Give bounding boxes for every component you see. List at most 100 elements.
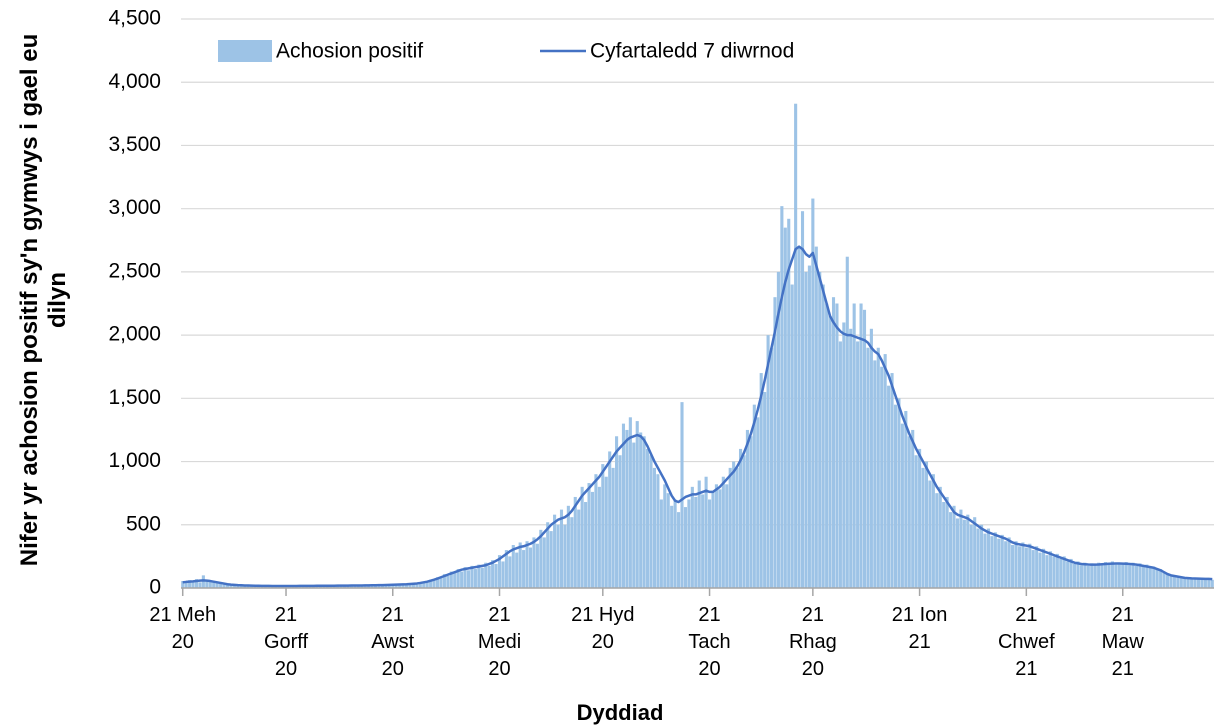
- bar: [425, 582, 429, 588]
- bar: [518, 542, 522, 588]
- bar: [1110, 561, 1114, 588]
- bar: [673, 499, 677, 588]
- bar: [394, 584, 398, 588]
- bar: [229, 584, 233, 588]
- x-tick-label: 21 Chwef 21: [997, 604, 1055, 680]
- bar: [415, 582, 419, 588]
- bar: [773, 297, 777, 588]
- bar: [477, 564, 481, 588]
- bar: [584, 502, 588, 588]
- bar: [1117, 562, 1121, 588]
- bar: [1196, 579, 1201, 588]
- bar: [1083, 562, 1087, 588]
- bar: [587, 483, 591, 588]
- bar: [363, 585, 367, 588]
- bar: [914, 455, 918, 588]
- bar: [856, 341, 860, 588]
- bar: [549, 531, 553, 588]
- bar: [949, 512, 953, 588]
- bar: [491, 560, 495, 588]
- bar: [208, 581, 212, 588]
- y-tick-label: 2,000: [108, 323, 161, 346]
- bar: [666, 493, 670, 588]
- bar: [938, 486, 942, 588]
- bar: [198, 582, 202, 588]
- bar: [1086, 565, 1090, 588]
- bar: [480, 567, 484, 588]
- bar: [1062, 556, 1066, 588]
- bar: [818, 271, 822, 588]
- bar: [611, 467, 615, 588]
- bar: [181, 581, 185, 588]
- bar: [1007, 537, 1011, 588]
- bar: [1148, 567, 1152, 588]
- bar: [1107, 564, 1111, 588]
- bar: [780, 206, 784, 589]
- bar: [721, 476, 725, 588]
- bar: [683, 507, 687, 588]
- x-tick-label: 21 Rhag 20: [788, 604, 837, 680]
- bar: [794, 103, 798, 589]
- bar: [900, 423, 904, 588]
- bar: [577, 509, 581, 588]
- bar: [690, 486, 694, 588]
- bar: [1059, 558, 1063, 588]
- bar: [845, 256, 849, 588]
- bar: [442, 574, 446, 588]
- bar: [1042, 548, 1046, 588]
- bar: [184, 582, 188, 588]
- bar: [225, 584, 230, 588]
- bar: [601, 464, 605, 588]
- bar: [336, 586, 340, 588]
- bar: [1128, 565, 1132, 588]
- bar: [652, 467, 657, 588]
- bar: [797, 246, 801, 588]
- bar: [446, 575, 450, 588]
- bar: [738, 448, 743, 588]
- bar: [1186, 577, 1190, 588]
- bar: [1079, 565, 1083, 588]
- bar: [553, 514, 557, 588]
- bar: [194, 579, 199, 588]
- bar: [1131, 562, 1135, 588]
- y-tick-label: 3,000: [108, 196, 161, 219]
- bar: [504, 550, 508, 588]
- bar: [831, 297, 836, 588]
- bar: [1162, 572, 1166, 588]
- bar: [680, 402, 684, 588]
- bar: [556, 524, 560, 588]
- bar: [825, 303, 829, 588]
- bar: [897, 398, 901, 588]
- bar: [907, 436, 911, 588]
- bar: [962, 519, 966, 588]
- bar: [952, 505, 956, 588]
- bar: [783, 227, 787, 588]
- bar: [697, 480, 701, 588]
- bar: [1207, 578, 1211, 588]
- bar: [828, 316, 832, 588]
- bar: [460, 571, 464, 588]
- bar: [404, 584, 409, 588]
- bar: [980, 524, 984, 588]
- bar: [501, 561, 505, 588]
- bar: [525, 541, 529, 588]
- bar: [687, 499, 691, 588]
- bar: [398, 584, 402, 588]
- bar: [1011, 545, 1015, 588]
- bar: [756, 417, 760, 588]
- x-tick-label: 21 Gorff 20: [263, 604, 309, 680]
- bar: [604, 476, 608, 588]
- bar: [497, 555, 502, 588]
- bar: [807, 265, 811, 588]
- bar: [942, 502, 946, 588]
- bar: [539, 529, 543, 588]
- bar: [1055, 553, 1059, 588]
- bar: [435, 577, 440, 588]
- bar: [618, 455, 622, 588]
- bar: [649, 455, 653, 588]
- x-tick-label: 21 Meh 20: [149, 604, 217, 653]
- bar: [1152, 566, 1156, 588]
- bar: [635, 421, 639, 588]
- bar: [515, 552, 519, 588]
- bar: [380, 584, 384, 588]
